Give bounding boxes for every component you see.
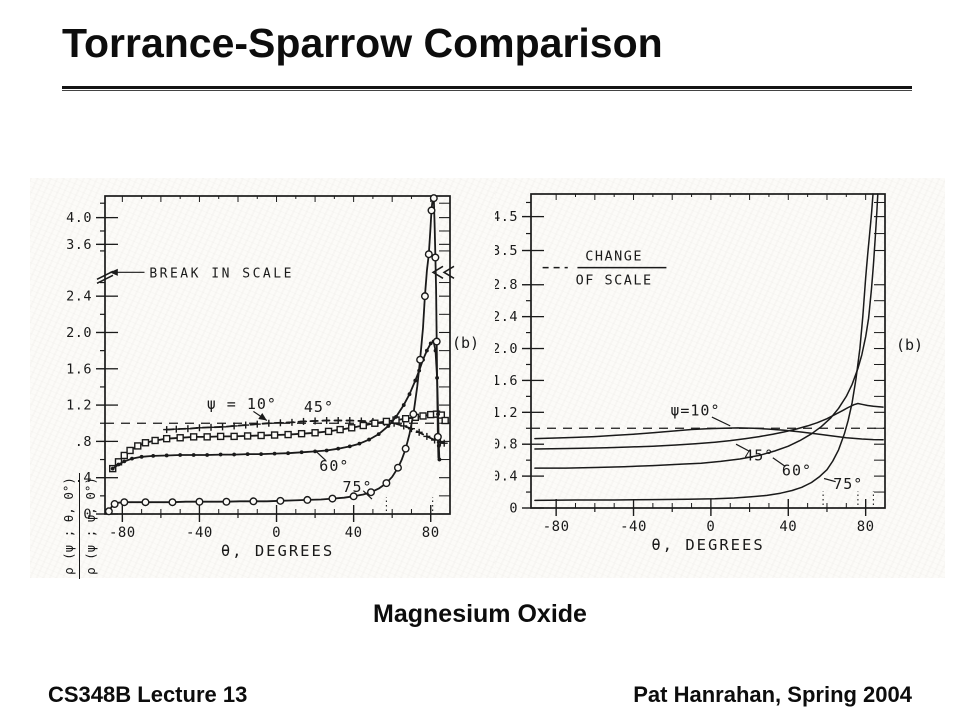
svg-text:ψ = 10°: ψ = 10° bbox=[207, 395, 277, 413]
svg-text:60°: 60° bbox=[319, 457, 349, 475]
title-rule bbox=[62, 86, 912, 93]
svg-text:CHANGE: CHANGE bbox=[585, 249, 643, 265]
torrance-sparrow-model-plot: 0 0.4 0.8 1.2 1.6 2.0 2.4 2.8 3.5 4.5 -80 -40 0 40 80 C… bbox=[495, 193, 886, 554]
footer-author: Pat Hanrahan, Spring 2004 bbox=[633, 682, 912, 707]
svg-text:-80: -80 bbox=[543, 519, 570, 535]
svg-text:4.5: 4.5 bbox=[495, 209, 518, 225]
svg-text:40: 40 bbox=[345, 525, 363, 541]
slide-footer: CS348B Lecture 13 Pat Hanrahan, Spring 2… bbox=[48, 682, 912, 708]
svg-text:0.4: 0.4 bbox=[495, 469, 518, 485]
svg-text:0: 0 bbox=[706, 519, 715, 535]
panel-label-left: (b) bbox=[452, 334, 480, 352]
measured-data-chart: 0 .4 .8 1.2 1.6 2.0 2.4 3.6 4.0 -80 -40 0 40 80 BREAK … bbox=[30, 178, 495, 579]
svg-text:0: 0 bbox=[509, 501, 518, 517]
svg-text:2.4: 2.4 bbox=[66, 289, 92, 305]
panel-label-right: (b) bbox=[896, 336, 924, 354]
svg-text:80: 80 bbox=[857, 519, 875, 535]
footer-course: CS348B Lecture 13 bbox=[48, 682, 248, 707]
svg-text:45°: 45° bbox=[304, 398, 334, 416]
svg-text:BREAK IN SCALE: BREAK IN SCALE bbox=[149, 266, 294, 281]
svg-text:1.2: 1.2 bbox=[66, 398, 92, 414]
svg-text:2.0: 2.0 bbox=[495, 341, 518, 357]
svg-text:2.0: 2.0 bbox=[66, 325, 92, 341]
svg-text:.8: .8 bbox=[75, 434, 92, 450]
measured-data-plot: 0 .4 .8 1.2 1.6 2.0 2.4 3.6 4.0 -80 -40 0 40 80 BREAK … bbox=[66, 194, 455, 560]
svg-text:0: 0 bbox=[272, 525, 281, 541]
svg-text:3.6: 3.6 bbox=[66, 237, 92, 253]
svg-text:80: 80 bbox=[422, 525, 440, 541]
svg-text:-80: -80 bbox=[109, 525, 136, 541]
svg-text:.4: .4 bbox=[75, 470, 92, 486]
svg-text:75°: 75° bbox=[833, 475, 863, 493]
svg-text:4.0: 4.0 bbox=[66, 210, 92, 226]
svg-text:75°: 75° bbox=[342, 478, 372, 496]
svg-text:40: 40 bbox=[779, 519, 797, 535]
svg-text:3.5: 3.5 bbox=[495, 243, 518, 259]
slide-title: Torrance-Sparrow Comparison bbox=[62, 20, 663, 66]
svg-text:2.8: 2.8 bbox=[495, 277, 518, 293]
svg-text:1.6: 1.6 bbox=[66, 361, 92, 377]
svg-text:45°: 45° bbox=[744, 446, 774, 464]
svg-text:θ, DEGREES: θ, DEGREES bbox=[651, 536, 764, 554]
svg-text:ψ=10°: ψ=10° bbox=[670, 402, 720, 420]
svg-text:1.2: 1.2 bbox=[495, 405, 518, 421]
svg-text:-40: -40 bbox=[186, 525, 213, 541]
torrance-sparrow-model-chart: 0 0.4 0.8 1.2 1.6 2.0 2.4 2.8 3.5 4.5 -80 -40 0 40 80 C… bbox=[495, 178, 945, 578]
y-axis-fraction-label: ρ (ψ ; θ, 0°) ρ (ψ ; ψ, 0°) bbox=[59, 467, 111, 585]
svg-text:2.4: 2.4 bbox=[495, 309, 518, 325]
svg-text:0: 0 bbox=[83, 507, 92, 523]
fraction-numerator: ρ (ψ ; θ, 0°) bbox=[59, 473, 81, 579]
svg-text:θ, DEGREES: θ, DEGREES bbox=[221, 542, 334, 560]
svg-text:1.6: 1.6 bbox=[495, 373, 518, 389]
svg-text:0.8: 0.8 bbox=[495, 437, 518, 453]
svg-text:OF SCALE: OF SCALE bbox=[576, 273, 653, 289]
svg-text:-40: -40 bbox=[620, 519, 647, 535]
svg-text:60°: 60° bbox=[782, 462, 812, 480]
slide-caption: Magnesium Oxide bbox=[373, 600, 587, 628]
fraction-denominator: ρ (ψ ; ψ, 0°) bbox=[83, 477, 99, 575]
